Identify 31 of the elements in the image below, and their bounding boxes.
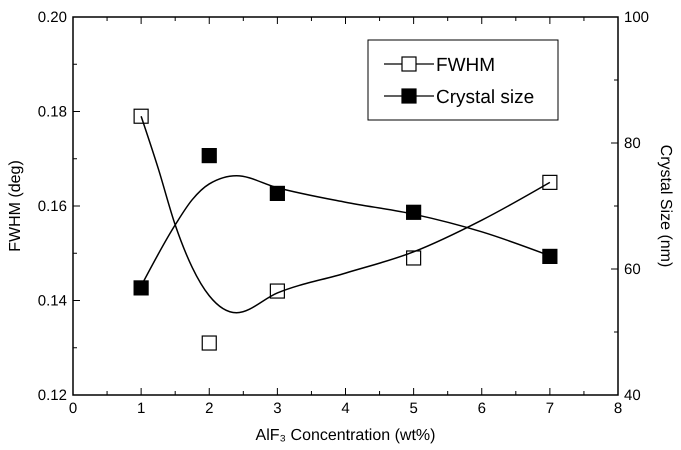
- point: [542, 174, 558, 190]
- x-tick-label: 3: [273, 400, 282, 417]
- y2-tick-label: 40: [624, 387, 641, 404]
- point: [406, 250, 422, 266]
- x-tick-label: 7: [546, 400, 554, 417]
- y-tick-label: 0.16: [38, 198, 67, 215]
- point: [134, 108, 149, 124]
- point: [406, 204, 422, 220]
- y-tick-label: 0.14: [38, 292, 67, 310]
- y-tick-label: 0.20: [38, 9, 67, 26]
- legend-label: FWHM: [436, 55, 496, 76]
- x-tick-label: 6: [478, 400, 486, 417]
- point: [202, 148, 217, 164]
- y2-tick-label: 60: [624, 261, 641, 278]
- point: [134, 280, 149, 296]
- x-tick-label: 0: [68, 400, 78, 417]
- point: [542, 248, 558, 264]
- x-axis-title: AlF₃ Concentration (wt%): [256, 427, 436, 444]
- x-tick-label: 4: [341, 400, 350, 417]
- x-tick-label: 2: [205, 400, 214, 417]
- x-tick-label: 8: [614, 400, 622, 417]
- y2-tick-label: 80: [624, 135, 641, 152]
- legend-label: Crystal size: [436, 87, 534, 108]
- y-tick-label: 0.18: [38, 104, 67, 120]
- y-tick-label: 0.12: [38, 387, 67, 404]
- x-tick-label: 5: [409, 400, 418, 417]
- x-tick-label: 1: [136, 400, 146, 417]
- y2-tick-label: 100: [624, 9, 650, 26]
- point: [202, 335, 217, 351]
- y2-axis-title: Crystal Size (nm): [657, 144, 674, 268]
- y-axis-title: FWHM (deg): [7, 160, 24, 252]
